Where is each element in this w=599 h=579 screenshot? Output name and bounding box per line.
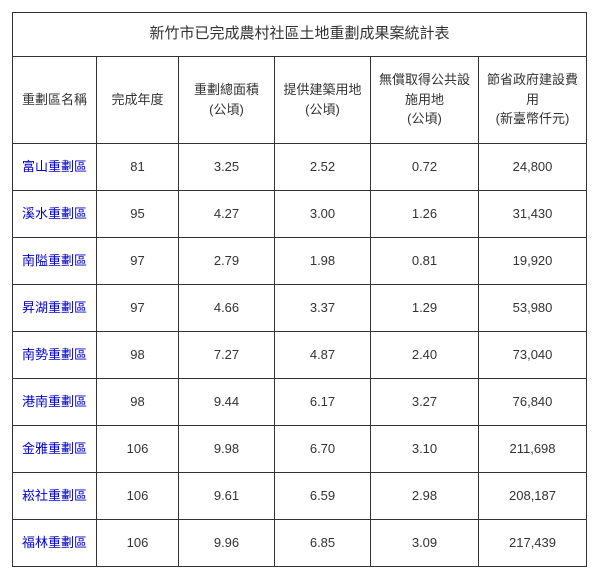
zone-link[interactable]: 昇湖重劃區 [22, 300, 87, 315]
header-row: 重劃區名稱 完成年度 重劃總面積(公頃) 提供建築用地(公頃) 無償取得公共設施… [13, 56, 587, 143]
table-container: 新竹市已完成農村社區土地重劃成果案統計表 重劃區名稱 完成年度 重劃總面積(公頃… [12, 12, 587, 567]
cell-area: 9.61 [179, 472, 275, 519]
cell-public: 0.72 [371, 143, 479, 190]
cell-public: 2.98 [371, 472, 479, 519]
cell-public: 1.26 [371, 190, 479, 237]
table-row: 溪水重劃區 954.273.001.2631,430 [13, 190, 587, 237]
zone-link[interactable]: 溪水重劃區 [22, 206, 87, 221]
table-row: 南勢重劃區 987.274.872.4073,040 [13, 331, 587, 378]
zone-link[interactable]: 南隘重劃區 [22, 253, 87, 268]
cell-year: 97 [97, 237, 179, 284]
cell-public: 3.10 [371, 425, 479, 472]
cell-name[interactable]: 崧社重劃區 [13, 472, 97, 519]
cell-name[interactable]: 港南重劃區 [13, 378, 97, 425]
cell-year: 98 [97, 331, 179, 378]
cell-save: 76,840 [479, 378, 587, 425]
table-row: 南隘重劃區 972.791.980.8119,920 [13, 237, 587, 284]
cell-name[interactable]: 南勢重劃區 [13, 331, 97, 378]
cell-area: 9.44 [179, 378, 275, 425]
zone-link[interactable]: 福林重劃區 [22, 535, 87, 550]
cell-name[interactable]: 昇湖重劃區 [13, 284, 97, 331]
cell-save: 211,698 [479, 425, 587, 472]
table-body: 富山重劃區 813.252.520.7224,800 溪水重劃區 954.273.00… [13, 143, 587, 566]
stats-table: 新竹市已完成農村社區土地重劃成果案統計表 重劃區名稱 完成年度 重劃總面積(公頃… [12, 12, 587, 567]
title-row: 新竹市已完成農村社區土地重劃成果案統計表 [13, 13, 587, 57]
cell-year: 106 [97, 519, 179, 566]
col-header-build: 提供建築用地(公頃) [275, 56, 371, 143]
cell-public: 3.27 [371, 378, 479, 425]
cell-save: 208,187 [479, 472, 587, 519]
cell-name[interactable]: 溪水重劃區 [13, 190, 97, 237]
cell-area: 9.96 [179, 519, 275, 566]
cell-year: 95 [97, 190, 179, 237]
cell-year: 98 [97, 378, 179, 425]
cell-save: 53,980 [479, 284, 587, 331]
cell-year: 106 [97, 425, 179, 472]
table-row: 富山重劃區 813.252.520.7224,800 [13, 143, 587, 190]
cell-build: 3.00 [275, 190, 371, 237]
zone-link[interactable]: 南勢重劃區 [22, 347, 87, 362]
col-header-public: 無償取得公共設施用地(公頃) [371, 56, 479, 143]
cell-build: 6.70 [275, 425, 371, 472]
cell-name[interactable]: 金雅重劃區 [13, 425, 97, 472]
cell-build: 6.59 [275, 472, 371, 519]
zone-link[interactable]: 崧社重劃區 [22, 488, 87, 503]
cell-build: 1.98 [275, 237, 371, 284]
cell-save: 31,430 [479, 190, 587, 237]
table-row: 港南重劃區 989.446.173.2776,840 [13, 378, 587, 425]
cell-year: 106 [97, 472, 179, 519]
cell-year: 81 [97, 143, 179, 190]
zone-link[interactable]: 富山重劃區 [22, 159, 87, 174]
cell-build: 2.52 [275, 143, 371, 190]
cell-build: 6.17 [275, 378, 371, 425]
cell-area: 9.98 [179, 425, 275, 472]
cell-build: 4.87 [275, 331, 371, 378]
table-row: 福林重劃區 1069.966.853.09217,439 [13, 519, 587, 566]
table-row: 金雅重劃區 1069.986.703.10211,698 [13, 425, 587, 472]
cell-area: 7.27 [179, 331, 275, 378]
cell-save: 73,040 [479, 331, 587, 378]
zone-link[interactable]: 金雅重劃區 [22, 441, 87, 456]
zone-link[interactable]: 港南重劃區 [22, 394, 87, 409]
cell-public: 0.81 [371, 237, 479, 284]
cell-public: 3.09 [371, 519, 479, 566]
col-header-name: 重劃區名稱 [13, 56, 97, 143]
cell-name[interactable]: 富山重劃區 [13, 143, 97, 190]
cell-build: 3.37 [275, 284, 371, 331]
col-header-save: 節省政府建設費用(新臺幣仟元) [479, 56, 587, 143]
table-title: 新竹市已完成農村社區土地重劃成果案統計表 [13, 13, 587, 57]
cell-name[interactable]: 福林重劃區 [13, 519, 97, 566]
cell-public: 2.40 [371, 331, 479, 378]
cell-save: 24,800 [479, 143, 587, 190]
cell-area: 4.27 [179, 190, 275, 237]
cell-public: 1.29 [371, 284, 479, 331]
cell-name[interactable]: 南隘重劃區 [13, 237, 97, 284]
cell-area: 2.79 [179, 237, 275, 284]
cell-build: 6.85 [275, 519, 371, 566]
table-row: 昇湖重劃區 974.663.371.2953,980 [13, 284, 587, 331]
cell-save: 217,439 [479, 519, 587, 566]
col-header-area: 重劃總面積(公頃) [179, 56, 275, 143]
col-header-year: 完成年度 [97, 56, 179, 143]
cell-area: 4.66 [179, 284, 275, 331]
cell-save: 19,920 [479, 237, 587, 284]
table-row: 崧社重劃區 1069.616.592.98208,187 [13, 472, 587, 519]
cell-area: 3.25 [179, 143, 275, 190]
cell-year: 97 [97, 284, 179, 331]
